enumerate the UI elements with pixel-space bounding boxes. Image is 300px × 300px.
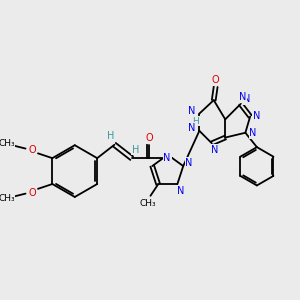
- Text: CH₃: CH₃: [0, 139, 15, 148]
- Text: N: N: [253, 112, 261, 122]
- Text: N: N: [176, 186, 184, 196]
- Text: N: N: [185, 158, 193, 168]
- Text: CH₃: CH₃: [0, 194, 15, 203]
- Text: O: O: [145, 133, 153, 143]
- Text: CH₃: CH₃: [139, 199, 156, 208]
- Text: O: O: [28, 145, 36, 154]
- Text: H: H: [107, 131, 114, 141]
- Text: O: O: [28, 188, 36, 198]
- Text: N: N: [243, 94, 250, 104]
- Text: H: H: [132, 145, 139, 154]
- Text: N: N: [164, 153, 171, 163]
- Text: N: N: [188, 106, 195, 116]
- Text: N: N: [249, 128, 257, 138]
- Text: O: O: [212, 75, 220, 85]
- Text: N: N: [211, 145, 218, 155]
- Text: N: N: [239, 92, 246, 102]
- Text: N: N: [188, 123, 195, 133]
- Text: H: H: [192, 117, 199, 126]
